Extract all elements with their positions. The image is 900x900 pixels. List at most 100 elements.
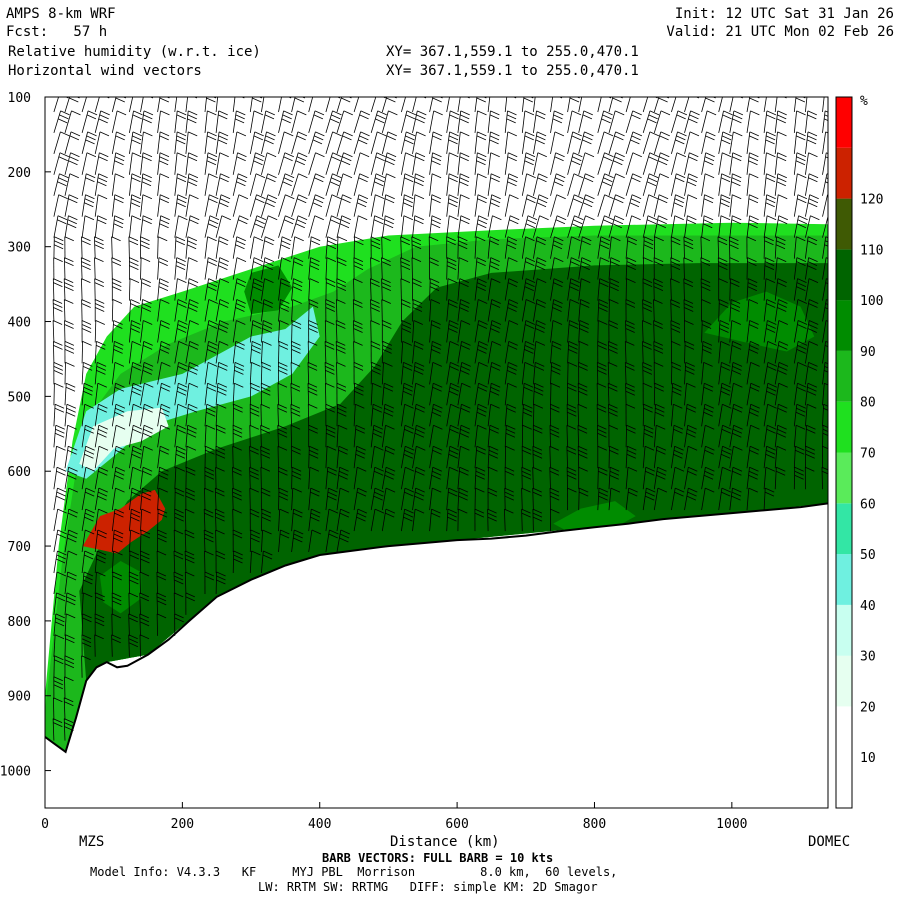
barb-flag: [114, 362, 125, 367]
barb-staff: [308, 467, 311, 490]
barb-staff: [336, 131, 345, 155]
barb-flag: [778, 366, 788, 371]
barb-flag: [807, 236, 818, 242]
barb-flag: [432, 487, 442, 493]
barb-staff: [52, 278, 55, 301]
barb-flag: [129, 554, 139, 560]
barb-flag: [251, 362, 261, 367]
barb-staff: [805, 278, 810, 301]
barb-flag: [278, 487, 289, 493]
barb-staff: [308, 509, 312, 532]
barb-staff: [400, 236, 402, 259]
barb-flag: [253, 278, 263, 283]
barb-flag: [625, 303, 636, 308]
barb-flag: [733, 131, 743, 137]
barb-staff: [325, 488, 329, 511]
barb-flag: [234, 362, 245, 367]
barb-flag: [131, 177, 141, 183]
barb-flag: [84, 215, 95, 221]
barb-staff: [94, 131, 101, 154]
barb-flag: [215, 453, 226, 459]
barb-staff: [774, 236, 777, 259]
barb-flag: [751, 90, 760, 94]
barb-staff: [684, 404, 688, 427]
barb-flag: [533, 424, 543, 430]
barb-staff: [746, 110, 751, 133]
barb-flag: [206, 97, 216, 103]
barb-flag: [308, 428, 318, 434]
barb-staff: [577, 446, 580, 469]
barb-flag: [131, 366, 142, 371]
barb-staff: [53, 488, 58, 511]
barb-staff: [746, 173, 750, 196]
barb-flag: [551, 366, 561, 371]
barb-staff: [249, 467, 251, 490]
barb-flag: [460, 194, 470, 200]
barb-flag: [308, 303, 319, 308]
barb-flag: [767, 403, 777, 409]
barb-flag: [461, 362, 471, 367]
barb-flag: [723, 110, 733, 116]
barb-flag: [253, 236, 264, 242]
barb-flag: [749, 194, 759, 200]
barb-staff: [53, 173, 60, 196]
barb-flag: [277, 432, 288, 438]
barb-staff: [261, 215, 269, 238]
barb-flag: [580, 265, 590, 270]
barb-flag: [339, 537, 349, 543]
barb-flag: [371, 362, 381, 367]
barb-flag: [384, 403, 395, 409]
barb-flag: [460, 320, 471, 325]
barb-flag: [670, 328, 681, 333]
barb-flag: [720, 366, 731, 371]
barb-flag: [56, 491, 66, 497]
barb-flag: [185, 571, 195, 577]
barb-staff: [291, 529, 295, 553]
barb-flag: [700, 257, 711, 262]
barb-flag: [431, 349, 441, 354]
barb-flag: [458, 495, 468, 501]
barb-flag: [68, 160, 78, 166]
barb-flag: [612, 223, 622, 229]
barb-flag: [524, 362, 534, 367]
barb-staff: [822, 131, 826, 154]
barb-flag: [401, 303, 411, 308]
barb-staff: [128, 613, 130, 636]
barb-flag: [778, 90, 787, 94]
barb-flag: [414, 177, 425, 183]
barb-flag: [98, 118, 108, 124]
barb-flag: [190, 215, 200, 221]
barb-flag: [403, 453, 413, 459]
barb-flag: [749, 345, 759, 350]
barb-flag: [265, 236, 275, 242]
barb-flag: [53, 366, 63, 371]
barb-staff: [52, 320, 55, 343]
barb-flag: [370, 320, 380, 325]
barb-flag: [295, 223, 305, 229]
barb-flag: [555, 152, 565, 158]
barb-staff: [446, 362, 451, 385]
barb-staff: [215, 320, 220, 343]
barb-staff: [140, 257, 142, 280]
barb-flag: [251, 349, 261, 354]
barb-flag: [796, 282, 807, 287]
barb-flag: [338, 474, 348, 480]
barb-staff: [805, 152, 809, 175]
barb-staff: [278, 341, 280, 364]
barb-flag: [141, 303, 152, 308]
barb-flag: [204, 512, 214, 518]
barb-staff: [249, 257, 255, 280]
barb-flag: [266, 152, 277, 158]
barb-flag: [332, 173, 342, 179]
barb-flag: [371, 345, 381, 350]
barb-flag: [336, 299, 346, 304]
barb-flag: [254, 223, 264, 229]
barb-flag: [160, 299, 170, 304]
barb-flag: [671, 362, 682, 367]
barb-flag: [325, 307, 335, 312]
barb-flag: [765, 487, 775, 493]
barb-flag: [309, 278, 319, 283]
barb-staff: [204, 97, 207, 113]
barb-staff: [370, 97, 377, 113]
barb-flag: [252, 320, 262, 325]
